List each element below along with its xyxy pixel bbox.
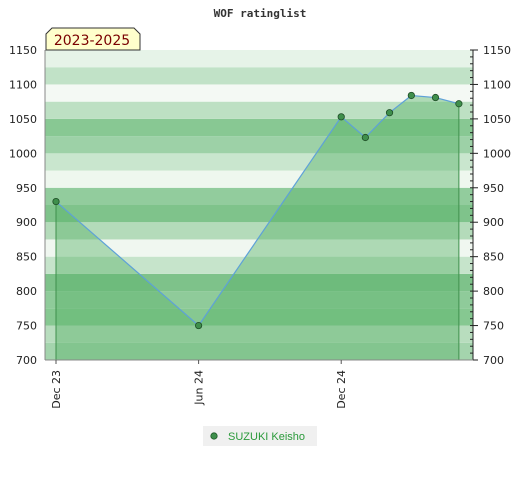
- grid-band: [45, 325, 473, 343]
- y-tick-label-left: 950: [16, 182, 37, 195]
- grid-band: [45, 239, 473, 257]
- y-tick-label-right: 900: [483, 216, 504, 229]
- y-tick-label-left: 700: [16, 354, 37, 367]
- series-line-path: [55, 94, 460, 327]
- grid-band: [45, 342, 473, 360]
- y-tick-label-left: 1100: [9, 78, 37, 91]
- y-tick-label-right: 850: [483, 251, 504, 264]
- y-tick-label-left: 900: [16, 216, 37, 229]
- grid-band: [45, 153, 473, 171]
- data-point: [385, 109, 394, 117]
- legend: SUZUKI Keisho: [203, 426, 317, 446]
- grid-band: [45, 205, 473, 223]
- grid-band: [45, 222, 473, 240]
- legend-series-name[interactable]: SUZUKI Keisho: [228, 431, 305, 443]
- series-points: [52, 91, 463, 330]
- y-tick-label-right: 1150: [483, 44, 511, 57]
- y-tick-label-right: 1000: [483, 147, 511, 160]
- y-tick-label-left: 750: [16, 320, 37, 333]
- y-tick-label-left: 1050: [9, 113, 37, 126]
- series-area: [56, 95, 459, 360]
- grid-band: [45, 67, 473, 85]
- grid-band: [45, 170, 473, 188]
- data-point: [361, 133, 369, 142]
- series-area-fill: [56, 95, 459, 360]
- grid-band: [45, 84, 473, 102]
- data-point: [431, 93, 440, 102]
- data-point: [337, 113, 345, 121]
- y-tick-label-left: 1150: [9, 44, 37, 57]
- data-point: [52, 197, 60, 206]
- legend-marker: [210, 432, 218, 440]
- grid-band: [45, 50, 473, 68]
- y-tick-label-right: 700: [483, 354, 504, 367]
- grid-band: [45, 308, 473, 326]
- y-axis-right: 700 750 800 850 900 950 1000 1050 1100 1150: [472, 44, 511, 367]
- period-badge: 2023-2025: [45, 27, 141, 51]
- data-point: [407, 91, 415, 100]
- grid-band: [45, 101, 473, 119]
- period-badge-text: 2023-2025: [54, 33, 130, 49]
- x-tick-label: Jun 24: [193, 370, 206, 406]
- x-axis: Dec 23 Jun 24 Dec 24: [45, 359, 473, 409]
- y-tick-label-right: 950: [483, 182, 504, 195]
- grid-band: [45, 273, 473, 292]
- y-tick-label-right: 1100: [483, 78, 511, 91]
- y-axis-left: 700 750 800 850 900 950 1000 1050 1100 1150: [9, 44, 46, 367]
- chart-title: WOF ratinglist: [214, 7, 307, 20]
- x-tick-label: Dec 24: [335, 370, 348, 409]
- grid-band: [45, 187, 473, 205]
- grid-band: [45, 118, 473, 137]
- grid-band: [45, 256, 473, 274]
- background-bands: [45, 50, 473, 360]
- y-tick-label-left: 1000: [9, 147, 37, 160]
- y-tick-label-right: 800: [483, 285, 504, 298]
- series-end-lines: [55, 103, 460, 360]
- x-tick-label: Dec 23: [50, 370, 63, 409]
- y-tick-label-left: 800: [16, 285, 37, 298]
- data-point: [455, 100, 463, 108]
- grid-band: [45, 291, 473, 309]
- data-point: [195, 321, 203, 330]
- y-tick-label-left: 850: [16, 251, 37, 264]
- y-tick-label-right: 750: [483, 320, 504, 333]
- series-line: [55, 94, 460, 327]
- y-tick-label-right: 1050: [483, 113, 511, 126]
